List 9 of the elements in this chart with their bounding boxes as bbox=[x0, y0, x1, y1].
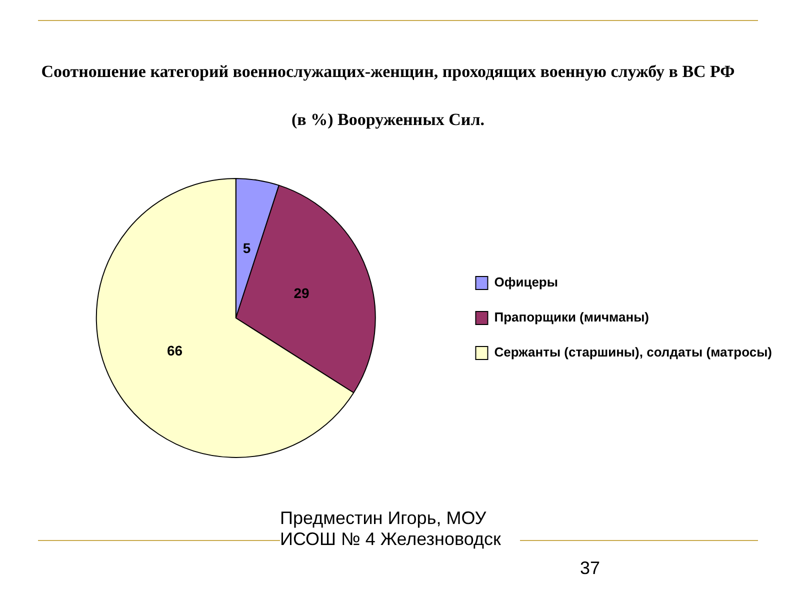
text: 37 bbox=[580, 558, 600, 579]
legend-label: Сержанты (старшины), солдаты (матросы) bbox=[494, 344, 772, 360]
data-label: 66 bbox=[166, 342, 183, 358]
chart-title: Соотношение категорий военнослужащих-женщин, проходящих военную службу в ВС РФ (в %) Вооруженных Сил. bbox=[41, 62, 735, 129]
legend-label: Прапорщики (мичманы) bbox=[494, 310, 649, 325]
data-label: 5 bbox=[242, 240, 251, 256]
data-label: 29 bbox=[294, 285, 310, 302]
legend-label: Офицеры bbox=[494, 274, 558, 290]
text: Предместин Игорь, МОУ ИСОШ № 4 Железноводск bbox=[280, 508, 520, 550]
